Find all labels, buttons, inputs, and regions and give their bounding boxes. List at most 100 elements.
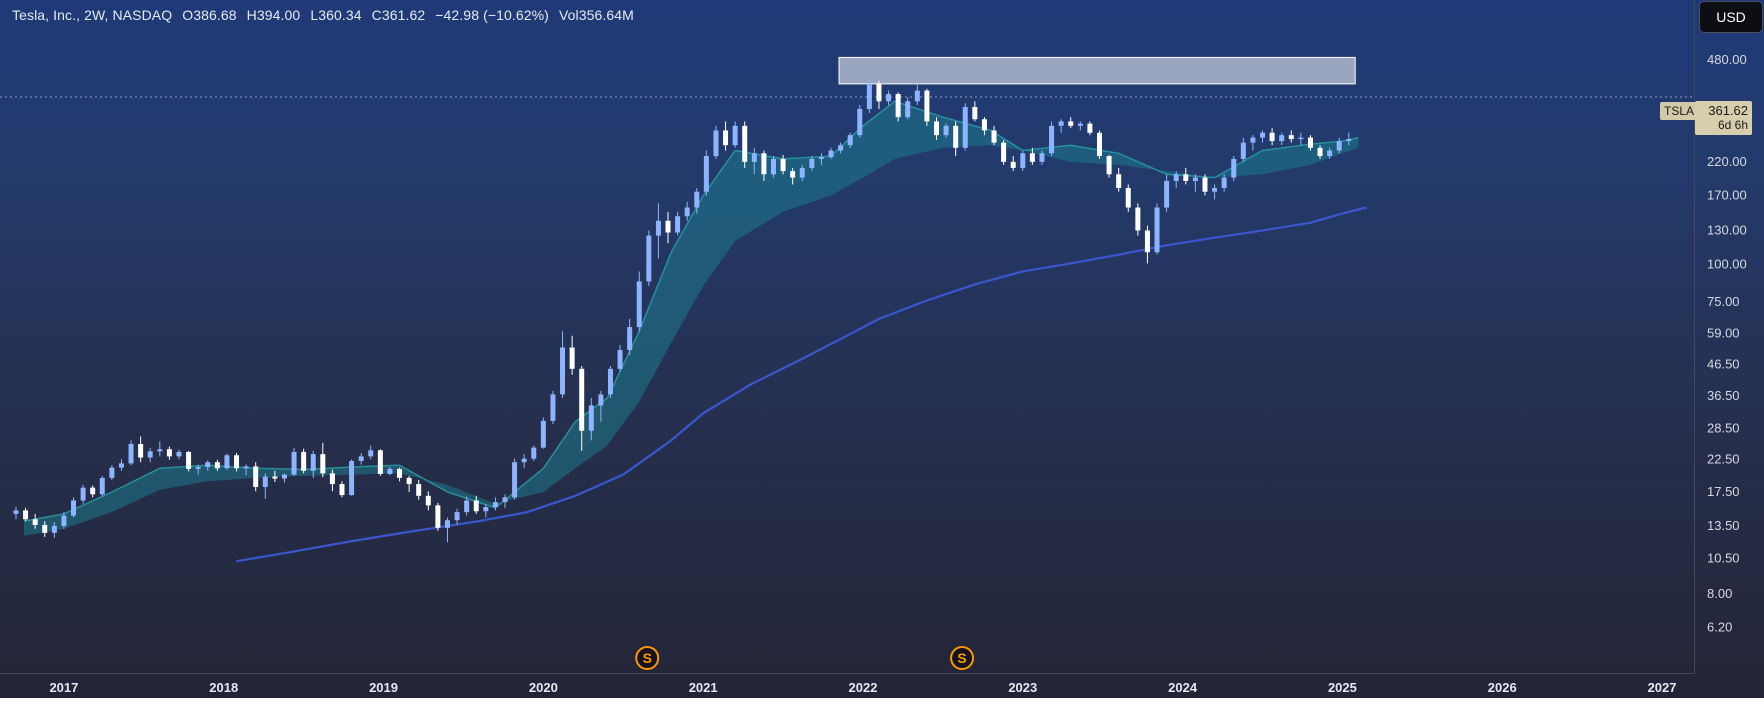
volume-value: Vol356.64M	[558, 7, 634, 23]
candle	[1164, 174, 1170, 212]
candle	[205, 460, 211, 471]
candle-body	[761, 153, 767, 175]
candle-body	[1173, 174, 1179, 181]
candle-body	[166, 449, 172, 457]
candle-body	[962, 107, 968, 148]
candle-body	[684, 207, 690, 217]
candle	[492, 497, 498, 511]
candle-body	[790, 171, 796, 178]
candle-body	[454, 512, 460, 521]
candle-body	[627, 327, 633, 350]
candle-body	[320, 454, 326, 474]
candle-body	[109, 467, 115, 478]
candle	[32, 513, 38, 529]
candle	[1058, 119, 1064, 133]
candle	[1202, 174, 1208, 196]
candle-body	[799, 167, 805, 178]
candle	[502, 494, 508, 508]
candle	[1077, 121, 1083, 131]
year-tick-label: 2026	[1488, 680, 1517, 695]
price-tick-label: 130.00	[1707, 222, 1747, 237]
candle	[473, 495, 479, 514]
price-axis-ticks: 480.00300.00220.00170.00130.00100.0075.0…	[1707, 52, 1747, 634]
candle-body	[579, 368, 585, 431]
candle-body	[205, 462, 211, 468]
open-value: O386.68	[182, 7, 237, 23]
candle-body	[809, 158, 815, 168]
candle	[991, 125, 997, 146]
candle	[320, 442, 326, 478]
candle-body	[272, 476, 278, 479]
currency-button[interactable]: USD	[1699, 1, 1763, 33]
candle	[809, 156, 815, 172]
price-tick-label: 6.20	[1707, 619, 1732, 634]
ma-long-line	[236, 206, 1367, 563]
split-marker-label: S	[957, 650, 966, 666]
candle-body	[224, 455, 230, 469]
candle-body	[51, 525, 57, 533]
candle	[1116, 167, 1122, 192]
candle-body	[291, 451, 297, 475]
candle-body	[742, 125, 748, 162]
candle	[598, 390, 604, 422]
candle-body	[675, 216, 681, 233]
candle	[1068, 117, 1074, 129]
resistance-zone-box	[838, 56, 1356, 85]
candle-body	[128, 443, 134, 464]
candle	[1183, 167, 1189, 185]
price-tick-label: 59.00	[1707, 326, 1740, 341]
candle-body	[847, 135, 853, 146]
candle-body	[1336, 141, 1342, 151]
candle-body	[157, 449, 163, 452]
candle	[1087, 121, 1093, 136]
candle	[157, 441, 163, 457]
candle-body	[1279, 135, 1285, 142]
candle	[799, 164, 805, 181]
candle-body	[953, 125, 959, 148]
candle	[521, 454, 527, 469]
candle	[1212, 184, 1218, 200]
candle-body	[905, 101, 911, 118]
candle	[138, 436, 144, 463]
ma-ribbon-upper-line	[23, 100, 1359, 522]
time-axis[interactable]: 2017 2018 2019 2020 2021 2022 2023 2024 2025 2026…	[0, 673, 1694, 699]
split-marker[interactable]: S	[635, 646, 660, 670]
candle	[1260, 130, 1266, 143]
price-tick-label: 36.50	[1707, 388, 1740, 403]
candle	[1327, 147, 1333, 159]
candle-body	[1049, 125, 1055, 154]
candle	[588, 397, 594, 441]
candle-body	[1154, 207, 1160, 253]
candle-body	[1097, 132, 1103, 157]
candle	[118, 459, 124, 471]
symbol-description: Tesla, Inc., 2W, NASDAQ	[12, 7, 173, 23]
candle	[195, 464, 201, 475]
candle-body	[531, 447, 537, 459]
candle-body	[310, 454, 316, 471]
candle-body	[301, 451, 307, 471]
candle-body	[1116, 174, 1122, 189]
candle	[943, 123, 949, 138]
candle-body	[329, 473, 335, 485]
candle-body	[1269, 132, 1275, 142]
candle	[1269, 128, 1275, 146]
candle	[655, 203, 661, 259]
price-axis[interactable]: 480.00300.00220.00170.00130.00100.0075.0…	[1694, 0, 1764, 673]
candle	[905, 97, 911, 120]
candle	[234, 453, 240, 472]
candle	[224, 453, 230, 470]
candle-body	[147, 451, 153, 458]
candle-body	[1307, 137, 1313, 148]
candle	[569, 335, 575, 375]
candle	[368, 445, 374, 460]
split-marker[interactable]: S	[950, 646, 975, 670]
candle-body	[1020, 153, 1026, 168]
candle-body	[1164, 180, 1170, 208]
candle	[1307, 135, 1313, 151]
candle-body	[943, 125, 949, 136]
candle	[71, 497, 77, 518]
year-tick-label: 2024	[1168, 680, 1198, 695]
candle	[1106, 154, 1112, 178]
candle-body	[1327, 150, 1333, 157]
